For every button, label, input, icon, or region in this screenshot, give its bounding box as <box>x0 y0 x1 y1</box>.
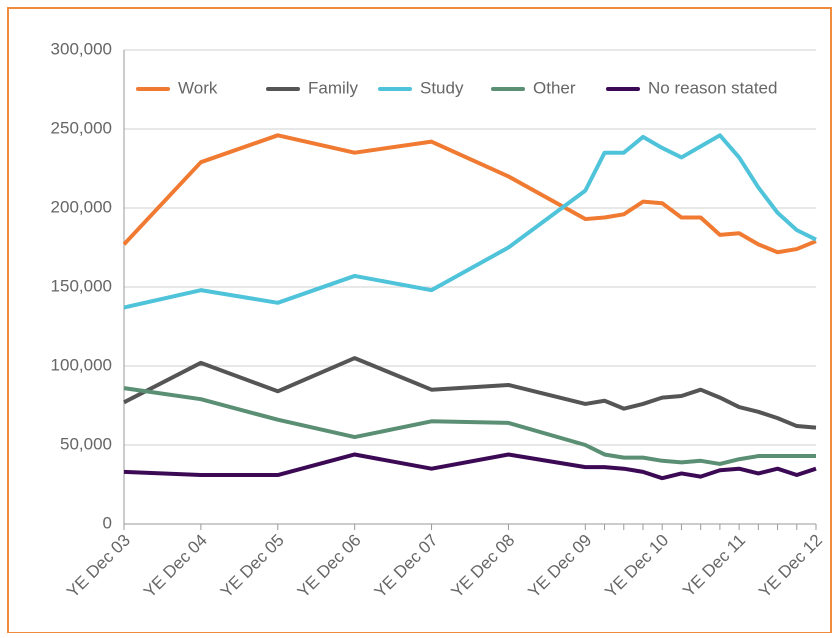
line-series <box>122 133 817 255</box>
x-tick-label: YE Dec 09 <box>524 531 595 602</box>
x-tick-label: YE Dec 12 <box>755 531 826 602</box>
y-tick-label: 200,000 <box>51 197 112 216</box>
x-tick-label: YE Dec 04 <box>140 531 211 602</box>
legend-label: No reason stated <box>648 78 777 97</box>
line-series <box>123 452 817 481</box>
legend-label: Family <box>308 78 359 97</box>
x-tick-label: YE Dec 07 <box>371 531 442 602</box>
legend-label: Other <box>533 78 576 97</box>
y-tick-label: 250,000 <box>51 118 112 137</box>
line-series <box>123 386 816 466</box>
x-tick-label: YE Dec 10 <box>601 531 672 602</box>
x-tick-label: YE Dec 06 <box>294 531 365 602</box>
line-series <box>123 133 817 310</box>
line-series <box>123 356 817 430</box>
x-tick-label: YE Dec 11 <box>679 531 749 601</box>
x-tick-label: YE Dec 05 <box>217 531 288 602</box>
y-tick-label: 150,000 <box>51 276 112 295</box>
y-tick-label: 300,000 <box>51 39 112 58</box>
y-tick-label: 100,000 <box>51 355 112 374</box>
legend-label: Study <box>420 78 464 97</box>
x-tick-label: YE Dec 08 <box>448 531 519 602</box>
x-tick-label: YE Dec 03 <box>63 531 134 602</box>
legend-label: Work <box>178 78 218 97</box>
y-tick-label: 50,000 <box>60 434 112 453</box>
y-tick-label: 0 <box>103 513 112 532</box>
